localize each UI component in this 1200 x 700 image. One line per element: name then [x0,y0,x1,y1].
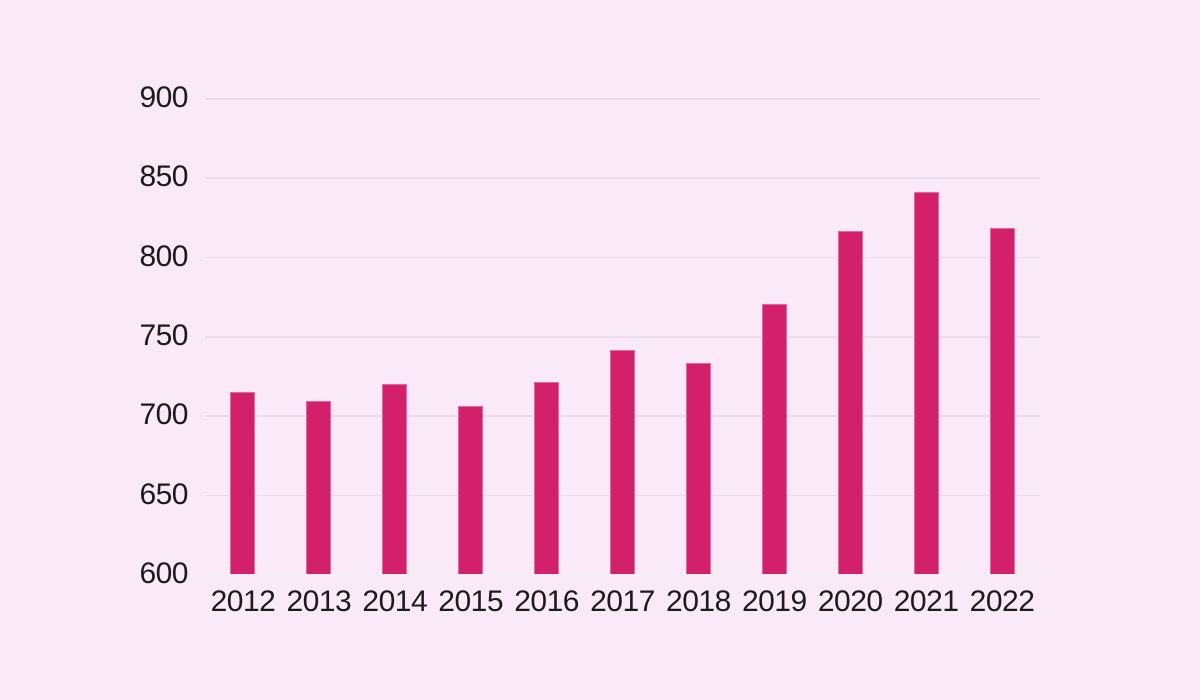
x-tick-label-2019: 2019 [741,585,807,618]
x-tick-label-2012: 2012 [210,585,276,618]
bar-2014 [382,383,408,574]
x-tick-label-2020: 2020 [817,585,883,618]
x-tick-label-2015: 2015 [438,585,504,618]
bar-2017 [610,350,635,574]
x-tick-label-2018: 2018 [666,585,731,618]
bar-2021 [913,191,939,574]
x-tick-label-2017: 2017 [590,585,655,618]
bar-2013 [306,401,332,574]
y-tick-label-700: 700 [139,398,188,432]
y-tick-label-750: 750 [139,319,188,352]
y-tick-label-800: 800 [139,239,188,273]
y-tick-label-900: 900 [139,81,188,114]
x-tick-label-2013: 2013 [286,585,352,618]
gridline-850 [205,177,1040,179]
x-tick-label-2021: 2021 [893,585,959,618]
x-tick-label-2014: 2014 [362,585,428,618]
bar-2022 [989,228,1015,574]
y-tick-label-850: 850 [139,160,188,194]
y-tick-label-600: 600 [139,557,188,590]
bar-2020 [837,231,863,574]
gridline-800 [205,256,1040,259]
bar-2019 [761,304,787,574]
y-tick-label-650: 650 [139,477,188,511]
bar-2018 [685,362,711,574]
gridline-900 [205,98,1040,100]
bar-2016 [534,382,560,574]
x-tick-label-2022: 2022 [969,585,1035,618]
x-tick-label-2016: 2016 [514,585,579,618]
gridline-750 [205,336,1040,338]
bar-2015 [458,405,484,574]
gridline-600 [205,574,1040,576]
bar-2012 [230,391,256,574]
